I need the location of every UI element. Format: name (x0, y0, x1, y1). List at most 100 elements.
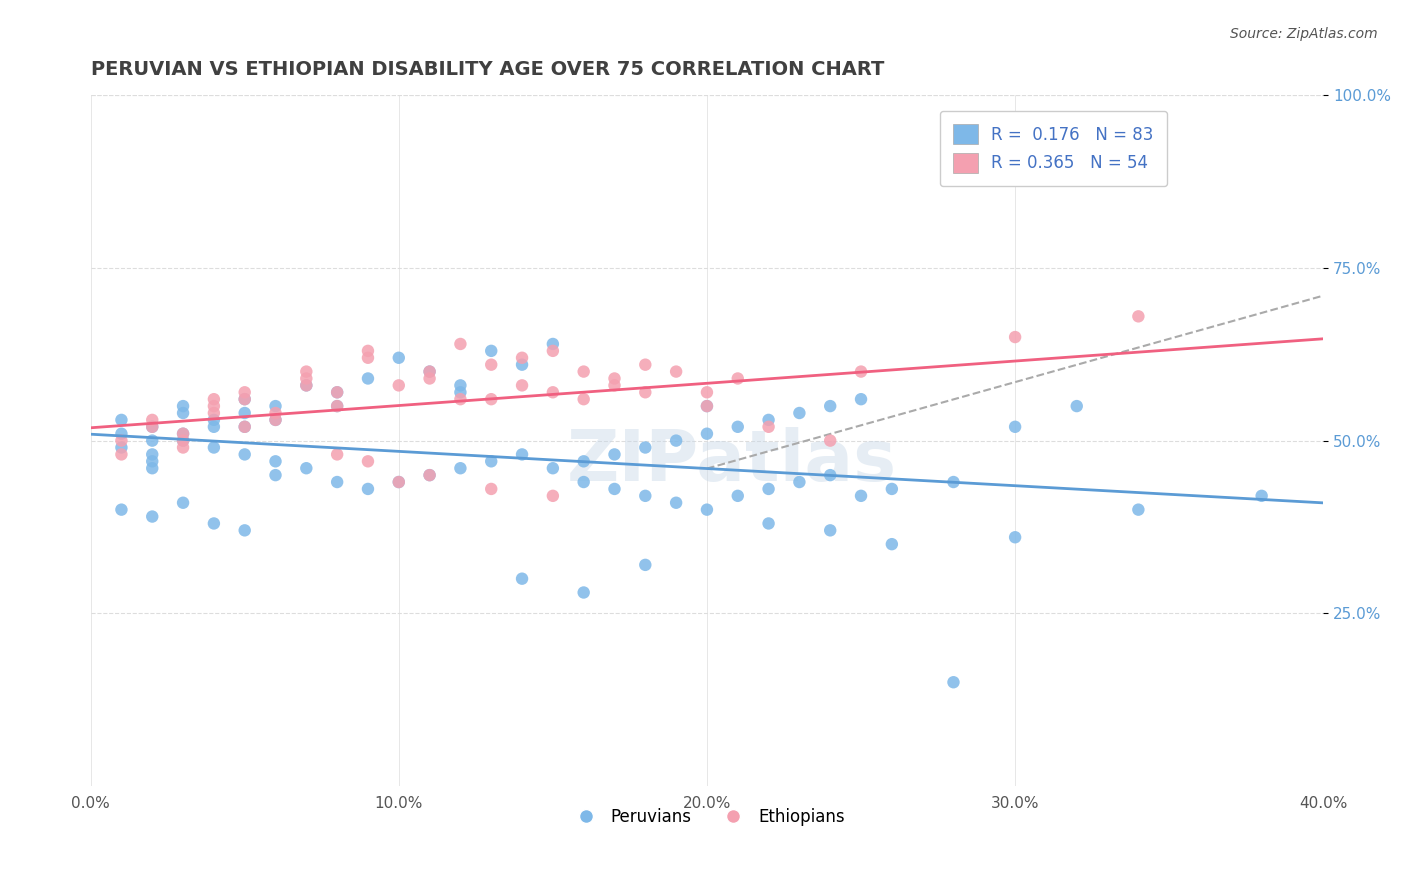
Peruvians (172, 399, 194, 413)
Ethiopians (727, 371, 749, 385)
Peruvians (789, 475, 811, 489)
Peruvians (110, 413, 132, 427)
Peruvians (172, 434, 194, 448)
Peruvians (758, 413, 780, 427)
Peruvians (541, 337, 564, 351)
Ethiopians (419, 371, 441, 385)
Ethiopians (326, 399, 349, 413)
Peruvians (264, 468, 287, 483)
Peruvians (388, 475, 411, 489)
Peruvians (419, 468, 441, 483)
Peruvians (357, 371, 380, 385)
Ethiopians (202, 399, 225, 413)
Peruvians (233, 406, 256, 420)
Ethiopians (110, 447, 132, 461)
Peruvians (849, 489, 872, 503)
Peruvians (634, 489, 657, 503)
Peruvians (110, 502, 132, 516)
Peruvians (696, 502, 718, 516)
Ethiopians (233, 385, 256, 400)
Ethiopians (696, 399, 718, 413)
Peruvians (449, 385, 471, 400)
Peruvians (603, 447, 626, 461)
Ethiopians (572, 365, 595, 379)
Ethiopians (479, 358, 502, 372)
Peruvians (141, 447, 163, 461)
Peruvians (141, 454, 163, 468)
Peruvians (264, 413, 287, 427)
Ethiopians (357, 351, 380, 365)
Peruvians (942, 675, 965, 690)
Ethiopians (419, 365, 441, 379)
Peruvians (603, 482, 626, 496)
Peruvians (880, 537, 903, 551)
Peruvians (880, 482, 903, 496)
Peruvians (942, 475, 965, 489)
Ethiopians (449, 392, 471, 407)
Peruvians (326, 399, 349, 413)
Ethiopians (357, 454, 380, 468)
Ethiopians (264, 406, 287, 420)
Peruvians (141, 434, 163, 448)
Peruvians (449, 461, 471, 475)
Peruvians (479, 454, 502, 468)
Ethiopians (264, 413, 287, 427)
Peruvians (1004, 419, 1026, 434)
Peruvians (510, 572, 533, 586)
Peruvians (818, 399, 841, 413)
Text: ZIPatlas: ZIPatlas (567, 426, 897, 496)
Ethiopians (603, 371, 626, 385)
Peruvians (233, 419, 256, 434)
Peruvians (110, 426, 132, 441)
Peruvians (818, 468, 841, 483)
Peruvians (295, 461, 318, 475)
Peruvians (727, 489, 749, 503)
Peruvians (264, 454, 287, 468)
Peruvians (727, 419, 749, 434)
Peruvians (326, 475, 349, 489)
Peruvians (1004, 530, 1026, 544)
Ethiopians (141, 413, 163, 427)
Ethiopians (295, 365, 318, 379)
Peruvians (758, 516, 780, 531)
Ethiopians (388, 378, 411, 392)
Peruvians (172, 426, 194, 441)
Peruvians (665, 434, 688, 448)
Ethiopians (1004, 330, 1026, 344)
Peruvians (1250, 489, 1272, 503)
Peruvians (665, 496, 688, 510)
Ethiopians (449, 337, 471, 351)
Ethiopians (572, 392, 595, 407)
Ethiopians (510, 378, 533, 392)
Peruvians (172, 406, 194, 420)
Peruvians (849, 392, 872, 407)
Ethiopians (758, 419, 780, 434)
Peruvians (449, 378, 471, 392)
Ethiopians (541, 343, 564, 358)
Ethiopians (419, 468, 441, 483)
Peruvians (510, 358, 533, 372)
Peruvians (202, 516, 225, 531)
Ethiopians (696, 385, 718, 400)
Ethiopians (172, 434, 194, 448)
Ethiopians (603, 378, 626, 392)
Text: PERUVIAN VS ETHIOPIAN DISABILITY AGE OVER 75 CORRELATION CHART: PERUVIAN VS ETHIOPIAN DISABILITY AGE OVE… (90, 60, 884, 78)
Ethiopians (172, 426, 194, 441)
Ethiopians (233, 392, 256, 407)
Peruvians (789, 406, 811, 420)
Peruvians (572, 475, 595, 489)
Peruvians (326, 385, 349, 400)
Ethiopians (818, 434, 841, 448)
Peruvians (233, 392, 256, 407)
Peruvians (572, 585, 595, 599)
Ethiopians (202, 406, 225, 420)
Peruvians (818, 524, 841, 538)
Peruvians (295, 378, 318, 392)
Ethiopians (665, 365, 688, 379)
Peruvians (357, 482, 380, 496)
Ethiopians (295, 371, 318, 385)
Peruvians (1128, 502, 1150, 516)
Ethiopians (233, 419, 256, 434)
Text: Source: ZipAtlas.com: Source: ZipAtlas.com (1230, 27, 1378, 41)
Ethiopians (1128, 310, 1150, 324)
